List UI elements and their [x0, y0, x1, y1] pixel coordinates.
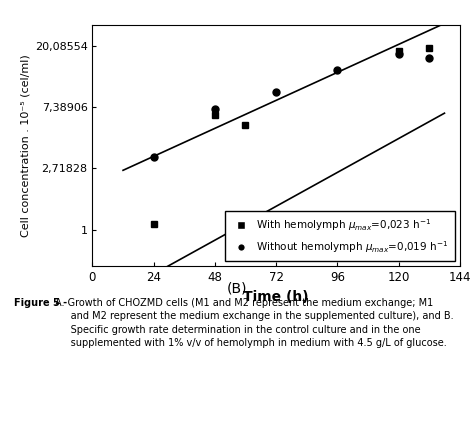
Text: A. Growth of CHOZMD cells (M1 and M2 represent the medium exchange; M1
     and : A. Growth of CHOZMD cells (M1 and M2 rep…: [55, 298, 453, 348]
Text: (B): (B): [227, 281, 247, 295]
X-axis label: Time (h): Time (h): [243, 290, 309, 304]
Y-axis label: Cell concentration . 10⁻⁵ (cel/ml): Cell concentration . 10⁻⁵ (cel/ml): [20, 55, 30, 237]
Text: Figure 5 -: Figure 5 -: [14, 298, 67, 308]
Legend: With hemolymph $\mu_{max}$=0,023 h$^{-1}$, Without hemolymph $\mu_{max}$=0,019 h: With hemolymph $\mu_{max}$=0,023 h$^{-1}…: [225, 211, 455, 261]
